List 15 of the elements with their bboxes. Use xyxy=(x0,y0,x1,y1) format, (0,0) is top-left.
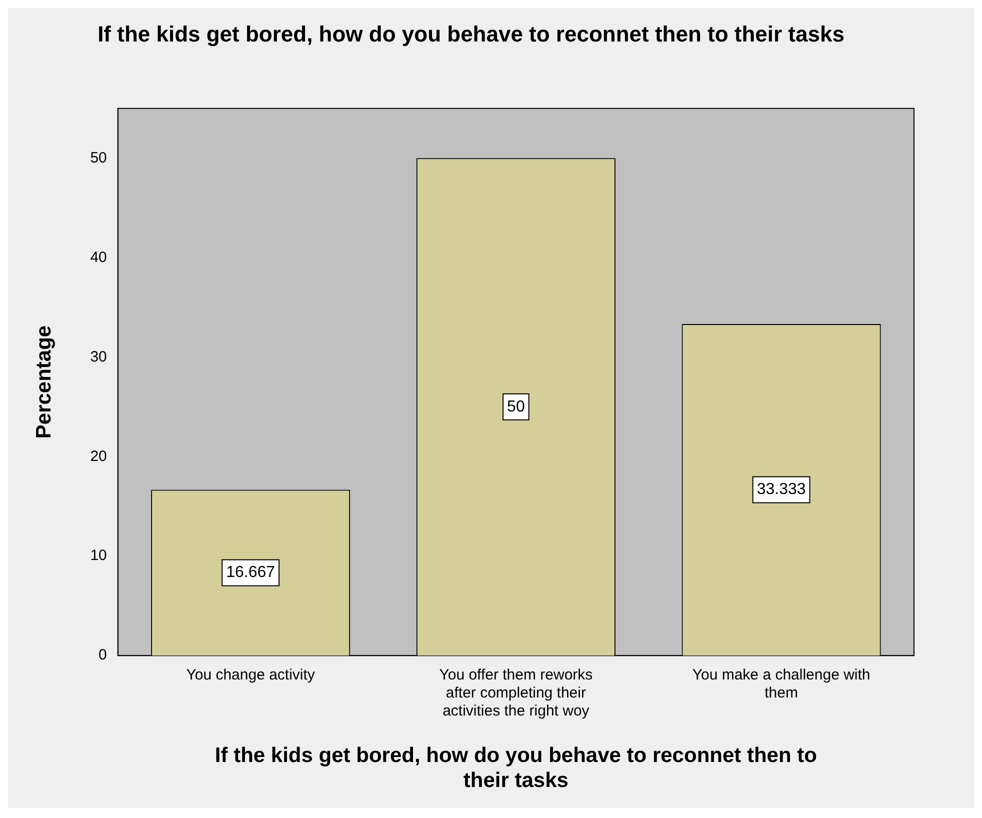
x-tick-label: You change activity xyxy=(186,666,316,684)
y-tick-label: 40 xyxy=(90,248,107,266)
x-tick-label: You offer them reworks after completing their activities the right woy xyxy=(439,666,593,720)
data-label: 50 xyxy=(507,398,525,416)
y-tick-label: 10 xyxy=(90,547,107,564)
x-axis-title: If the kids get bored, how do you behave to reconnet then to their tasks xyxy=(214,744,817,792)
data-label: 16.667 xyxy=(226,564,276,582)
y-tick-label: 50 xyxy=(90,149,107,166)
y-axis-title: Percentage xyxy=(32,325,56,439)
data-label: 33.333 xyxy=(756,481,806,498)
y-tick-label: 0 xyxy=(98,646,107,664)
y-tick-label: 20 xyxy=(90,448,107,465)
y-tick-label: 30 xyxy=(90,348,107,366)
x-tick-label: You make a challenge with them xyxy=(692,666,870,702)
chart-title: If the kids get bored, how do you behave to reconnet then to their tasks xyxy=(98,21,844,46)
